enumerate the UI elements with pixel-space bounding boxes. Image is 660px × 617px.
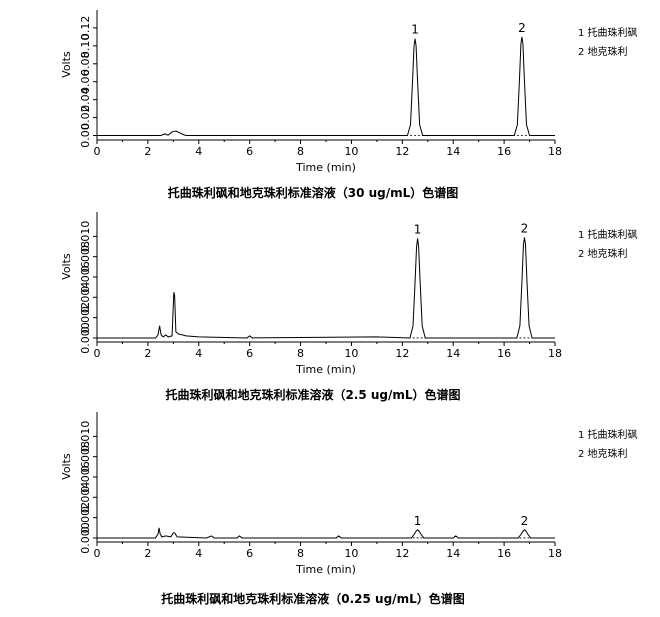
caption-2p5ug: 托曲珠利砜和地克珠利标准溶液（2.5 ug/mL）色谱图 (165, 387, 460, 402)
y-tick-label: 0.00 (79, 123, 92, 148)
x-tick-label: 0 (94, 547, 101, 560)
x-tick-label: 4 (195, 347, 202, 360)
y-tick-label: 0.002 (79, 302, 92, 334)
y-tick-label: 0.010 (79, 421, 92, 453)
chromatogram-panel-30ug: 0 2 4 6 8 10 12 14 16 180.000.020.040.060.080.100… (60, 10, 638, 174)
x-tick-label: 12 (395, 145, 409, 158)
x-tick-label: 8 (297, 347, 304, 360)
y-tick-label: 0.002 (79, 502, 92, 534)
x-tick-label: 14 (446, 547, 460, 560)
x-tick-label: 16 (497, 547, 511, 560)
x-tick-label: 10 (344, 547, 358, 560)
chromatogram-trace (97, 237, 555, 339)
x-tick-label: 10 (344, 347, 358, 360)
peak-label: 2 (521, 514, 529, 528)
x-tick-label: 12 (395, 547, 409, 560)
y-tick-label: 0.000 (79, 522, 92, 554)
x-tick-label: 18 (548, 547, 562, 560)
x-tick-label: 2 (144, 145, 151, 158)
legend-entry: 2 地克珠利 (578, 45, 628, 58)
y-tick-label: 0.008 (79, 241, 92, 273)
chromatogram-trace (97, 527, 555, 539)
x-tick-label: 12 (395, 347, 409, 360)
x-tick-label: 16 (497, 145, 511, 158)
x-tick-label: 18 (548, 145, 562, 158)
y-tick-label: 0.008 (79, 441, 92, 473)
x-tick-label: 6 (246, 145, 253, 158)
x-axis-title: Time (min) (295, 563, 356, 576)
peak-label: 2 (518, 21, 526, 35)
legend-entry: 2 地克珠利 (578, 447, 628, 460)
peak-label: 1 (411, 23, 419, 37)
caption-0p25ug: 托曲珠利砜和地克珠利标准溶液（0.25 ug/mL）色谱图 (161, 591, 464, 606)
legend-entry: 1 托曲珠利砜 (578, 428, 638, 441)
x-tick-label: 2 (144, 547, 151, 560)
peak-label: 1 (414, 514, 422, 528)
chromatogram-trace (97, 36, 555, 137)
x-tick-label: 8 (297, 547, 304, 560)
y-axis-title: Volts (60, 453, 73, 480)
x-tick-label: 14 (446, 347, 460, 360)
y-tick-label: 0.004 (79, 282, 92, 314)
y-tick-label: 0.006 (79, 261, 92, 293)
legend-entry: 1 托曲珠利砜 (578, 26, 638, 39)
x-tick-label: 14 (446, 145, 460, 158)
y-tick-label: 0.04 (79, 87, 92, 112)
y-tick-label: 0.004 (79, 482, 92, 514)
y-tick-label: 0.010 (79, 221, 92, 253)
legend-entry: 2 地克珠利 (578, 247, 628, 260)
y-tick-label: 0.06 (79, 69, 92, 94)
x-tick-label: 16 (497, 347, 511, 360)
x-tick-label: 0 (94, 347, 101, 360)
y-axis-title: Volts (60, 51, 73, 78)
y-tick-label: 0.12 (79, 16, 92, 41)
x-axis-title: Time (min) (295, 363, 356, 376)
y-tick-label: 0.10 (79, 34, 92, 59)
peak-label: 2 (521, 221, 529, 235)
peak-label: 1 (414, 222, 422, 236)
y-tick-label: 0.08 (79, 52, 92, 77)
y-axis-title: Volts (60, 253, 73, 280)
legend-entry: 1 托曲珠利砜 (578, 228, 638, 241)
x-tick-label: 10 (344, 145, 358, 158)
x-tick-label: 2 (144, 347, 151, 360)
chromatogram-panel-0p25ug: 0 2 4 6 8 10 12 14 16 180.0000.0020.0040.0060.008… (60, 412, 638, 576)
x-tick-label: 4 (195, 547, 202, 560)
chromatogram-panel-2p5ug: 0 2 4 6 8 10 12 14 16 180.0000.0020.0040.0060.008… (60, 212, 638, 376)
x-tick-label: 6 (246, 547, 253, 560)
x-tick-label: 4 (195, 145, 202, 158)
y-tick-label: 0.006 (79, 461, 92, 493)
y-tick-label: 0.02 (79, 105, 92, 130)
x-tick-label: 8 (297, 145, 304, 158)
caption-30ug: 托曲珠利砜和地克珠利标准溶液（30 ug/mL）色谱图 (168, 185, 459, 200)
x-axis-title: Time (min) (295, 161, 356, 174)
x-tick-label: 6 (246, 347, 253, 360)
y-tick-label: 0.000 (79, 322, 92, 354)
x-tick-label: 0 (94, 145, 101, 158)
x-tick-label: 18 (548, 347, 562, 360)
